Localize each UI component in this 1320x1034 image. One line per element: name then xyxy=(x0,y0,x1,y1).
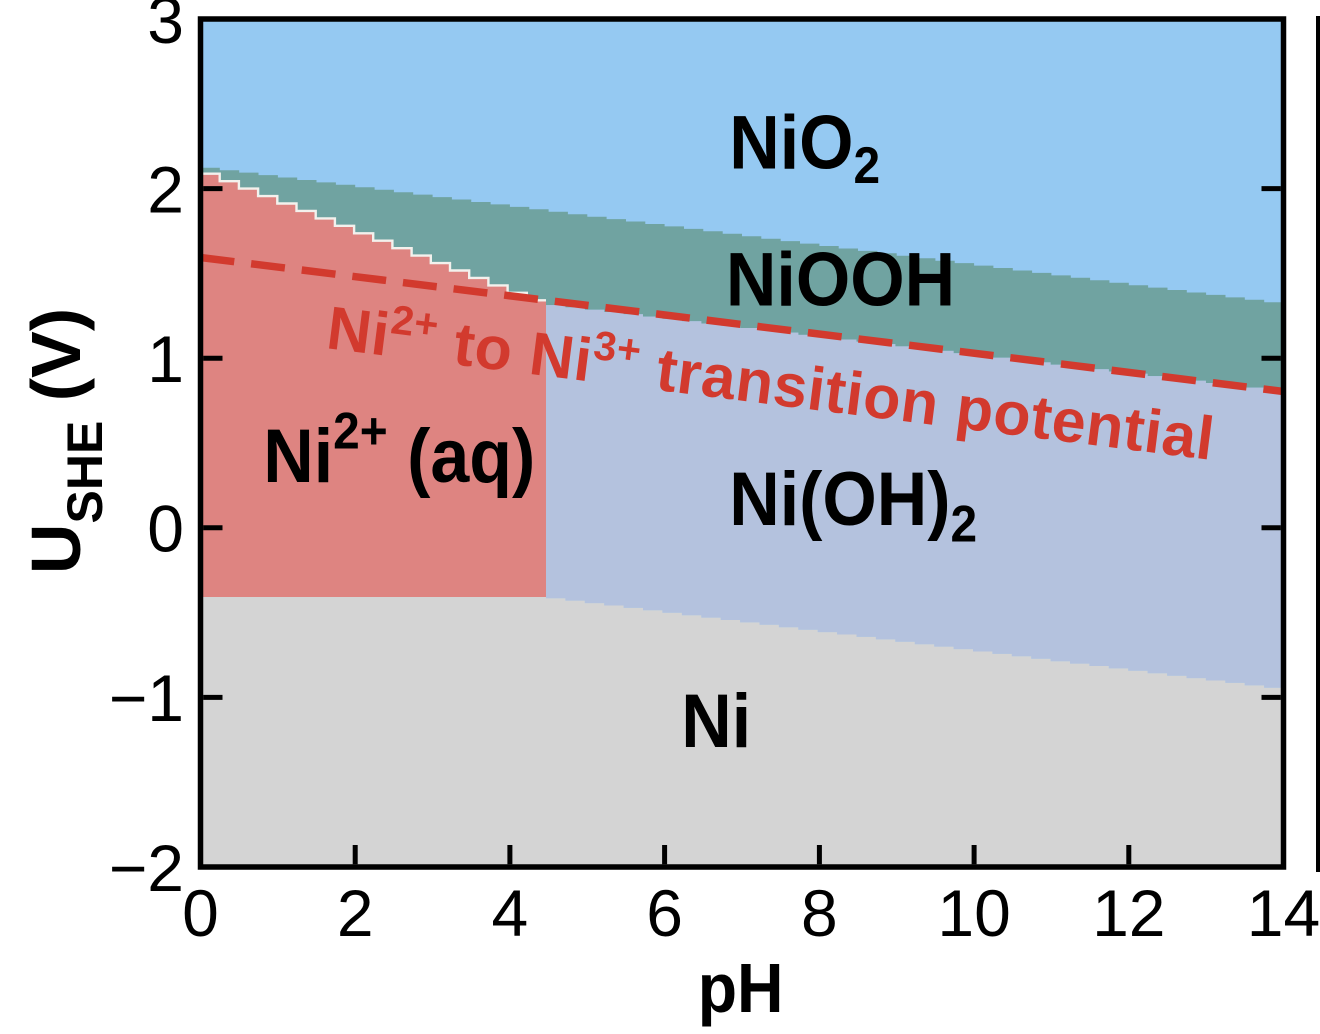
svg-text:Ni2+ (aq): Ni2+ (aq) xyxy=(263,402,535,499)
svg-text:Ni(OH)2: Ni(OH)2 xyxy=(729,457,977,553)
svg-text:NiOOH: NiOOH xyxy=(726,238,955,322)
svg-text:−1: −1 xyxy=(109,661,184,735)
svg-text:3: 3 xyxy=(147,0,184,57)
svg-text:0: 0 xyxy=(147,492,184,566)
svg-text:12: 12 xyxy=(1092,876,1165,950)
svg-text:10: 10 xyxy=(937,876,1010,950)
svg-text:14: 14 xyxy=(1247,876,1320,950)
svg-text:pH: pH xyxy=(698,950,784,1028)
svg-text:−2: −2 xyxy=(109,831,184,905)
svg-text:0: 0 xyxy=(182,876,219,950)
svg-text:2: 2 xyxy=(147,152,184,226)
svg-text:4: 4 xyxy=(492,876,529,950)
svg-text:1: 1 xyxy=(147,322,184,396)
svg-text:Ni: Ni xyxy=(681,679,751,763)
svg-text:2: 2 xyxy=(337,876,374,950)
svg-text:6: 6 xyxy=(646,876,683,950)
svg-text:8: 8 xyxy=(801,876,838,950)
